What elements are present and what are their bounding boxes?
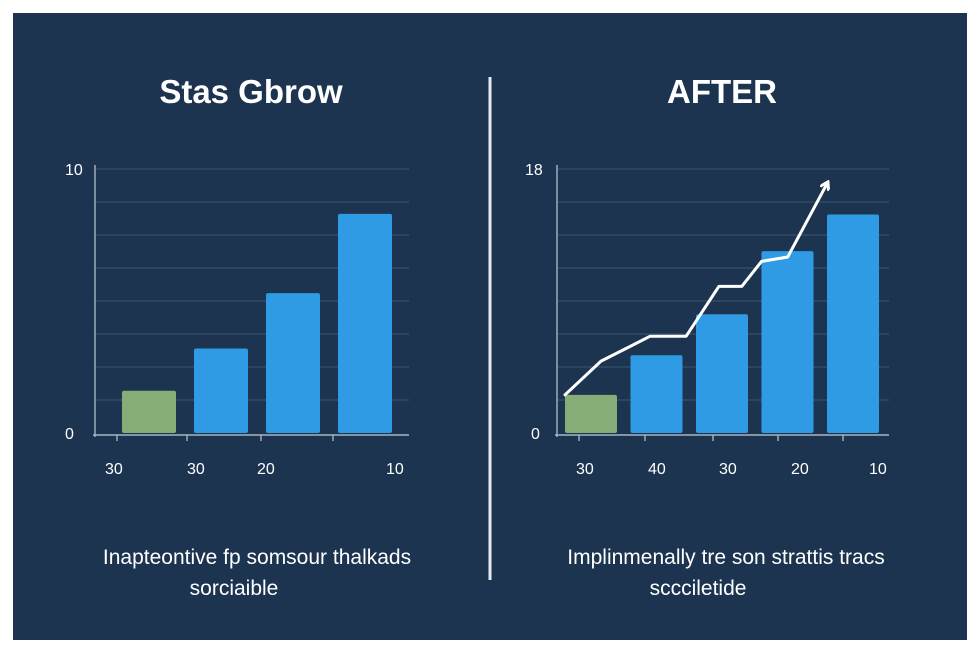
right-caption-line-2: sccciletide [650,577,747,600]
left-chart-title: Stas Gbrow [159,73,343,110]
right-trend-arrow [563,184,827,397]
right-bar-3 [761,251,814,433]
left-x-tick-label-1: 30 [187,461,205,478]
right-y-tick-max: 18 [525,162,543,179]
left-x-tick-label-2: 20 [257,461,275,478]
left-y-tick-max: 10 [65,162,83,179]
left-caption-line-2: sorciaible [190,577,279,600]
right-chart-title: AFTER [667,73,777,110]
right-bar-0 [565,394,617,433]
left-x-tick-label-3: 10 [386,461,404,478]
right-x-tick-label-4: 10 [869,461,887,478]
left-bar-2 [266,293,320,433]
left-caption-line-1: Inapteontive fp somsour thalkads [103,546,411,569]
right-x-tick-label-3: 20 [791,461,809,478]
left-bar-0 [122,390,176,433]
right-x-tick-label-0: 30 [576,461,594,478]
chart-canvas: Stas Gbrow AFTER 10 0 18 0 Inapteontive … [13,13,967,640]
right-x-tick-label-1: 40 [648,461,666,478]
right-bar-4 [827,214,879,433]
left-bar-3 [338,213,392,433]
comparison-charts: Stas Gbrow AFTER 10 0 18 0 Inapteontive … [65,73,889,600]
left-x-tick-label-0: 30 [105,461,123,478]
right-caption-line-1: Implinmenally tre son strattis tracs [567,546,884,569]
right-x-tick-label-2: 30 [719,461,737,478]
right-bar-2 [696,314,748,433]
left-bar-1 [194,348,248,433]
left-y-tick-min: 0 [65,426,74,443]
right-bar-1 [630,355,683,433]
right-y-tick-min: 0 [531,426,540,443]
